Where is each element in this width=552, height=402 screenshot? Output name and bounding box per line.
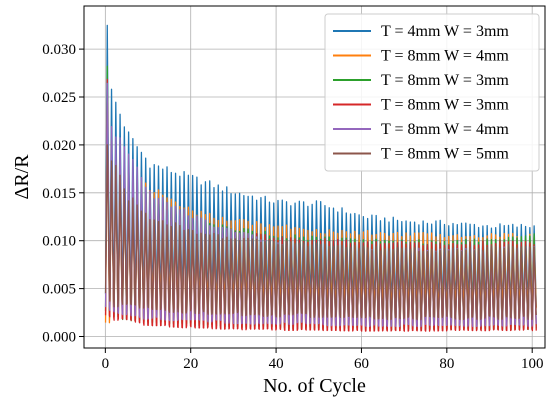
y-tick-label: 0.000 xyxy=(42,330,76,346)
legend-box xyxy=(324,13,540,172)
legend-label: T = 8mm W = 4mm xyxy=(381,48,509,65)
y-tick-label: 0.030 xyxy=(42,42,76,58)
x-tick-label: 80 xyxy=(439,356,454,372)
legend-label: T = 4mm W = 3mm xyxy=(381,23,509,40)
y-tick-label: 0.005 xyxy=(42,282,76,298)
x-tick-label: 100 xyxy=(521,356,544,372)
x-axis-label: No. of Cycle xyxy=(263,375,366,397)
y-axis-label: ΔR/R xyxy=(11,154,33,200)
y-tick-label: 0.020 xyxy=(42,138,76,154)
legend-label: T = 8mm W = 3mm xyxy=(381,97,509,114)
series-layer xyxy=(104,24,537,332)
x-tick-label: 0 xyxy=(102,356,110,372)
y-tick-label: 0.010 xyxy=(42,234,76,250)
y-tick-label: 0.015 xyxy=(42,186,76,202)
legend-label: T = 8mm W = 3mm xyxy=(381,72,509,89)
x-tick-label: 60 xyxy=(354,356,369,372)
y-tick-label: 0.025 xyxy=(42,90,76,106)
legend-label: T = 8mm W = 5mm xyxy=(381,146,509,163)
x-tick-label: 20 xyxy=(183,356,198,372)
series-line xyxy=(104,144,537,321)
plot-frame xyxy=(83,5,546,349)
legend: T = 4mm W = 3mm T = 8mm W = 4mm T = 8mm W … xyxy=(324,13,540,172)
series-line xyxy=(104,78,537,332)
x-tick-label: 40 xyxy=(269,356,284,372)
legend-label: T = 8mm W = 4mm xyxy=(381,121,509,138)
axis-ticks: 0 20 40 60 80 100 0.000 0.005 0.010 0.015 0.020 0.0… xyxy=(42,42,543,372)
